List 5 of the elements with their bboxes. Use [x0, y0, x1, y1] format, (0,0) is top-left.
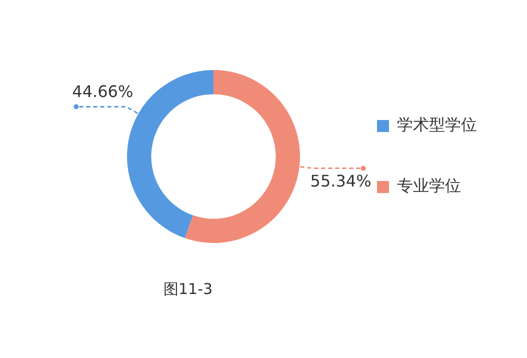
legend-label: 学术型学位 — [397, 115, 477, 134]
legend-label: 专业学位 — [397, 176, 461, 196]
data-label: 44.66% — [72, 82, 134, 101]
data-label: 55.34% — [310, 171, 372, 190]
caption: 图11-3 — [163, 280, 213, 298]
